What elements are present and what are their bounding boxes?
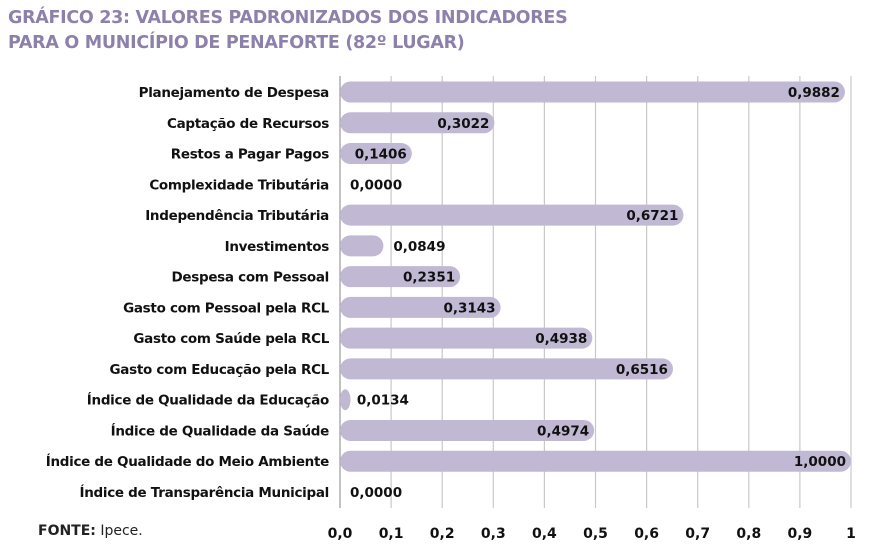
x-tick-label: 0,5 <box>583 526 608 542</box>
data-label: 0,0000 <box>350 485 402 501</box>
category-label: Planejamento de Despesa <box>139 85 330 101</box>
bar <box>340 204 684 226</box>
category-label: Gasto com Educação pela RCL <box>110 362 330 378</box>
data-label: 0,3143 <box>443 300 495 316</box>
x-tick-label: 0,8 <box>736 526 761 542</box>
category-label: Índice de Qualidade do Meio Ambiente <box>46 453 329 470</box>
data-label: 1,0000 <box>794 454 846 470</box>
category-label: Gasto com Pessoal pela RCL <box>123 300 330 316</box>
category-label: Investimentos <box>225 239 330 255</box>
source-note: FONTE: Ipece. <box>38 523 143 539</box>
bar <box>340 419 595 441</box>
category-label: Independência Tributária <box>145 208 329 224</box>
x-tick-label: 0,4 <box>532 526 557 542</box>
bar <box>340 358 673 380</box>
data-label: 0,4938 <box>535 331 587 347</box>
bar <box>340 112 495 134</box>
source-label: FONTE: <box>38 523 96 539</box>
data-label: 0,9882 <box>788 85 840 101</box>
bar <box>340 235 384 257</box>
bar <box>340 296 501 318</box>
category-label: Restos a Pagar Pagos <box>171 147 330 163</box>
chart-title-line: PARA O MUNICÍPIO DE PENAFORTE (82º LUGAR… <box>8 33 465 53</box>
data-label: 0,6516 <box>616 362 668 378</box>
data-label: 0,0000 <box>350 177 402 193</box>
category-label: Complexidade Tributária <box>149 177 329 193</box>
bar <box>340 143 412 165</box>
data-label: 0,0134 <box>357 393 409 409</box>
category-label: Despesa com Pessoal <box>171 270 329 286</box>
category-label: Índice de Qualidade da Saúde <box>111 422 330 439</box>
category-label: Índice de Qualidade da Educação <box>87 392 329 409</box>
data-label: 0,6721 <box>626 208 678 224</box>
x-tick-label: 0,6 <box>634 526 659 542</box>
bar <box>340 389 351 411</box>
bar <box>340 81 845 103</box>
category-label: Índice de Transparência Municipal <box>80 484 330 501</box>
data-label: 0,3022 <box>437 116 489 132</box>
x-tick-label: 0,7 <box>685 526 710 542</box>
category-label: Gasto com Saúde pela RCL <box>133 331 329 347</box>
x-tick-label: 1 <box>846 526 856 542</box>
x-tick-label: 0,9 <box>787 526 812 542</box>
bar <box>340 266 461 288</box>
x-tick-label: 0,3 <box>481 526 506 542</box>
data-label: 0,2351 <box>403 270 455 286</box>
category-label: Captação de Recursos <box>167 116 329 132</box>
source-text: Ipece. <box>95 523 143 539</box>
data-label: 0,0849 <box>393 239 445 255</box>
bar <box>340 327 593 349</box>
chart-title-line: GRÁFICO 23: VALORES PADRONIZADOS DOS IND… <box>8 8 568 28</box>
data-label: 0,1406 <box>355 147 407 163</box>
bar <box>340 450 851 472</box>
chart-title: GRÁFICO 23: VALORES PADRONIZADOS DOS IND… <box>8 6 568 56</box>
x-tick-label: 0,2 <box>430 526 455 542</box>
x-tick-label: 0,1 <box>379 526 404 542</box>
data-label: 0,4974 <box>537 423 589 439</box>
x-tick-label: 0,0 <box>328 526 353 542</box>
